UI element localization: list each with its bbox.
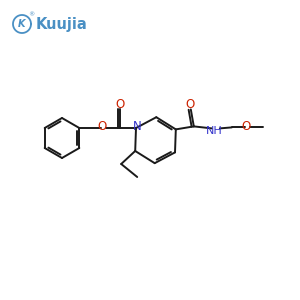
Text: O: O [241, 120, 250, 133]
Text: O: O [98, 121, 106, 134]
Text: O: O [116, 98, 124, 110]
Text: Kuujia: Kuujia [36, 16, 88, 32]
Text: N: N [133, 121, 141, 134]
Text: O: O [185, 98, 194, 111]
Text: ®: ® [28, 13, 34, 17]
Text: NH: NH [206, 126, 222, 136]
Text: K: K [18, 19, 26, 29]
